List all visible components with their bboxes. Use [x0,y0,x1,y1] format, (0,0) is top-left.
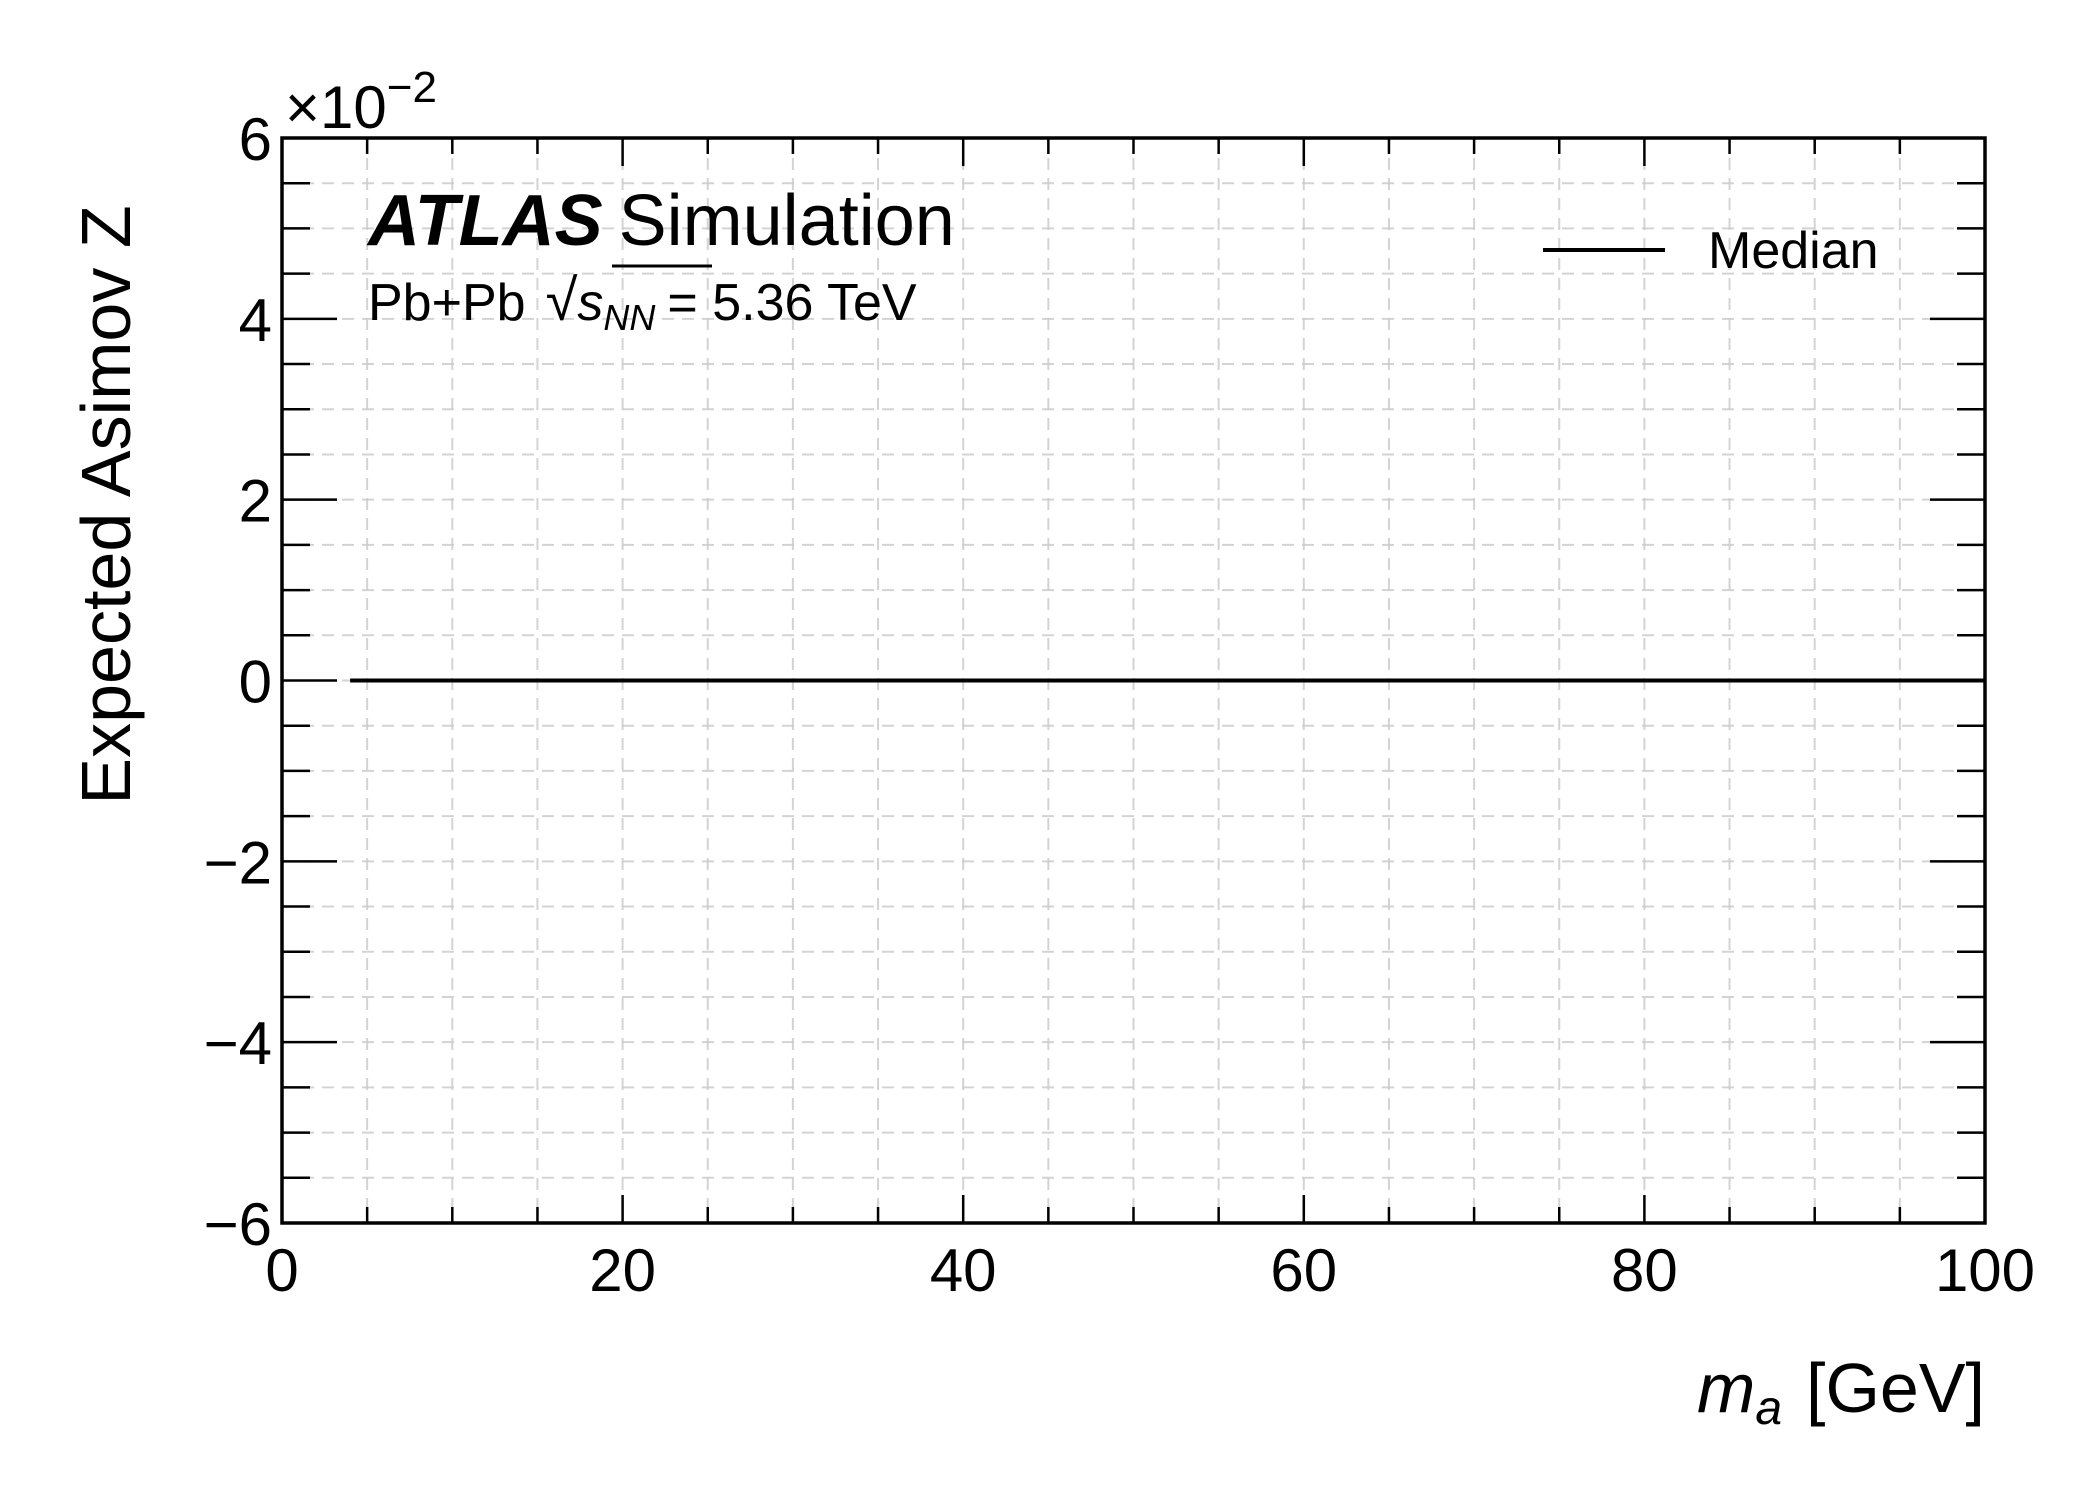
y-axis-multiplier: ×10−2 [285,63,437,141]
x-tick-label: 60 [1270,1237,1337,1304]
x-axis-subscript: a [1755,1382,1782,1435]
energy-value: = 5.36 TeV [667,274,916,332]
multiplier-base: ×10 [285,74,387,141]
x-tick-label: 80 [1611,1237,1678,1304]
x-tick-label: 20 [589,1237,656,1304]
x-axis-unit: [GeV] [1806,1349,1985,1427]
simulation-label: Simulation [619,181,955,261]
energy-variable: s [577,274,603,332]
y-tick-label: 4 [239,287,272,354]
sqrt-symbol: √ [546,268,578,333]
experiment-name: ATLAS [366,181,603,261]
legend-median-label: Median [1708,222,1879,280]
y-tick-label: 0 [239,649,272,716]
y-tick-label: −6 [204,1191,272,1258]
y-tick-label: 2 [239,468,272,535]
multiplier-exponent: −2 [387,63,437,112]
y-axis-title: Expected Asimov Z [67,205,145,804]
x-tick-label: 0 [265,1237,298,1304]
y-tick-label: −4 [204,1010,272,1077]
plot-frame [280,136,1987,1225]
collision-system: Pb+Pb [368,274,526,332]
x-axis-symbol: m [1697,1349,1755,1427]
x-tick-label: 100 [1935,1237,2035,1304]
y-tick-label: 6 [239,106,272,173]
x-tick-label: 40 [930,1237,997,1304]
energy-subscript: NN [603,297,656,338]
collision-subtitle: Pb+Pb √sNN = 5.36 TeV [368,268,917,338]
y-tick-label: −2 [204,829,272,896]
atlas-label: ATLAS Simulation [366,181,955,261]
x-tick-labels: 0 20 40 60 80 100 [265,1237,2035,1304]
y-tick-labels: −6 −4 −2 0 2 4 6 [204,106,272,1258]
x-axis-title: ma [GeV] [1697,1349,1985,1435]
